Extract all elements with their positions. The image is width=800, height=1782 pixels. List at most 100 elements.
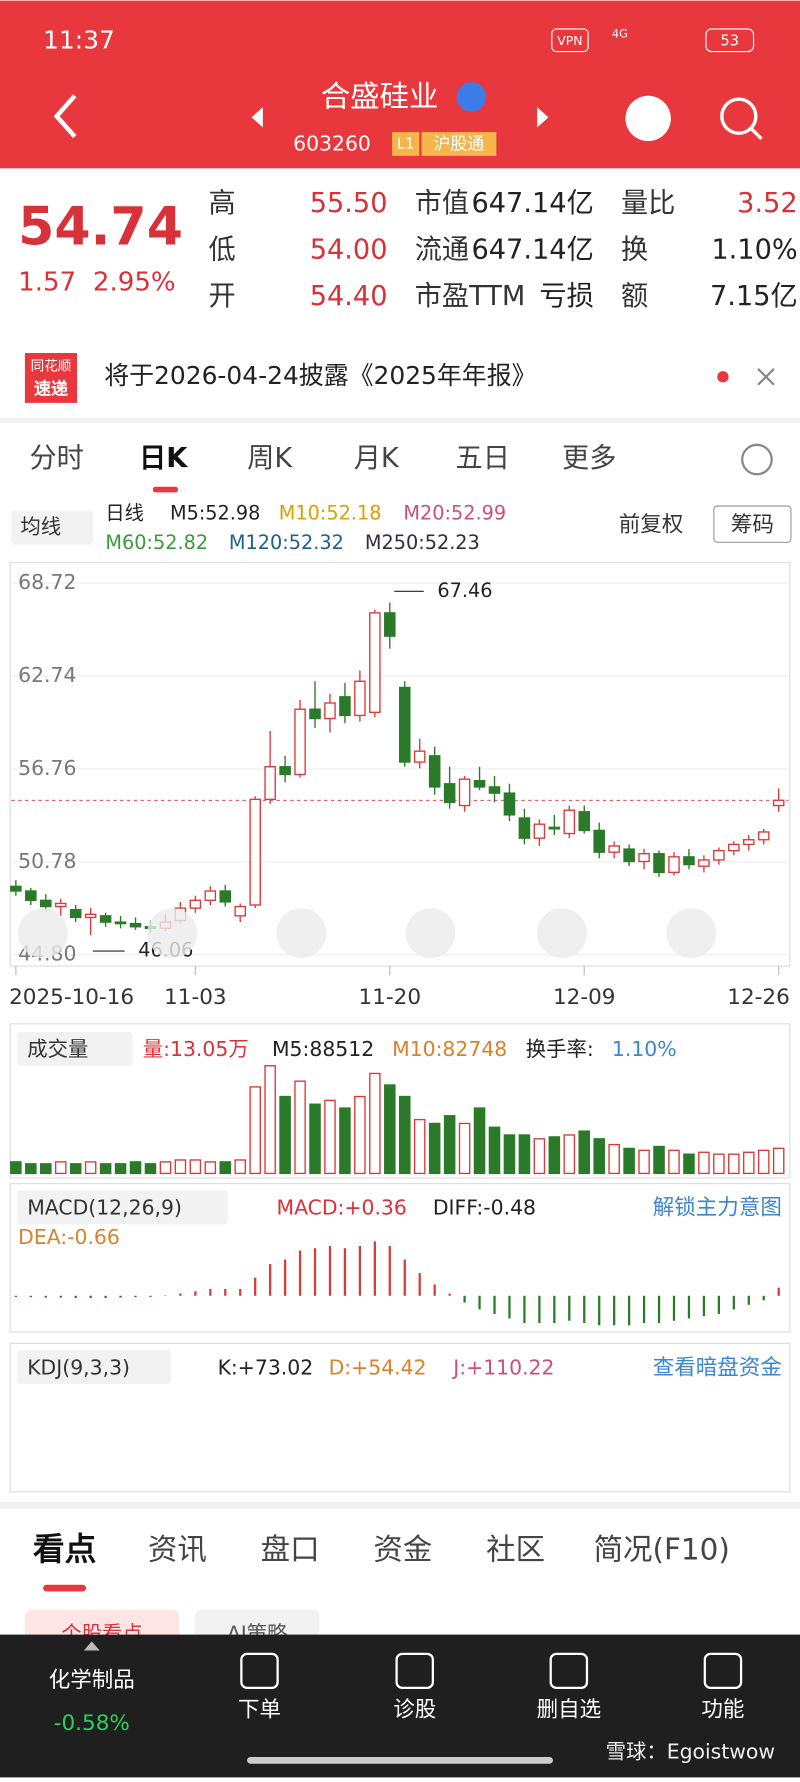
prev[interactable] <box>251 107 263 128</box>
candle-body <box>668 856 680 874</box>
vol-select-bg[interactable] <box>16 1031 133 1066</box>
vol-frame <box>9 1023 791 1179</box>
candle-body <box>443 783 456 804</box>
candle-body <box>339 696 351 717</box>
settings[interactable] <box>741 443 773 476</box>
tab[interactable]: 分时 <box>29 443 83 474</box>
volume-bar <box>563 1134 576 1175</box>
volume-bar <box>69 1163 82 1175</box>
macd-select-bg[interactable] <box>16 1190 228 1225</box>
ma-select-bg[interactable] <box>11 510 93 545</box>
stock-name: 合盛硅业 <box>321 80 439 114</box>
stat-value: 647.14亿 <box>471 235 593 266</box>
y-tick-label: 50.78 <box>18 849 76 873</box>
volume-bar <box>428 1122 441 1175</box>
volume-bar <box>84 1161 97 1175</box>
volume-bar <box>114 1163 127 1175</box>
candle-body <box>578 811 591 832</box>
footer-button[interactable]: 删自选 <box>537 1698 602 1723</box>
zoom-button[interactable] <box>537 908 587 959</box>
max-label: 67.46 <box>437 579 492 602</box>
stock-code: 603260 <box>293 132 371 156</box>
stat-value: 亏损 <box>539 281 593 312</box>
search[interactable] <box>720 97 758 135</box>
candle-body <box>129 922 142 928</box>
footer-icon <box>703 1652 743 1689</box>
bottom-tab[interactable]: 资讯 <box>148 1532 207 1566</box>
vol-current: 量:13.05万 <box>143 1037 249 1061</box>
vpn-box <box>551 28 589 53</box>
tag-bg <box>421 132 497 156</box>
kdj-select[interactable]: KDJ(9,3,3) <box>27 1355 130 1379</box>
zoom-button[interactable] <box>276 908 327 959</box>
kdj-link[interactable]: 查看暗盘资金 <box>653 1355 782 1380</box>
volume-bar <box>99 1163 112 1175</box>
candle-body <box>384 612 396 637</box>
bottom-tab[interactable]: 看点 <box>33 1532 96 1568</box>
candle-body <box>503 792 516 816</box>
x-tick-label: 11-20 <box>359 985 422 1010</box>
close[interactable] <box>757 368 775 386</box>
tab[interactable]: 周K <box>247 443 293 474</box>
bottom-tab[interactable]: 简况(F10) <box>594 1532 730 1566</box>
stat-label: 低 <box>208 235 235 266</box>
volume-bar <box>668 1149 680 1175</box>
next[interactable] <box>537 107 549 128</box>
volume-bar <box>144 1163 157 1175</box>
volume-bar <box>54 1161 67 1175</box>
macd-select[interactable]: MACD(12,26,9) <box>27 1196 182 1220</box>
sector[interactable]: 化学制品 <box>49 1668 135 1693</box>
candle-body <box>54 902 67 908</box>
candle-body <box>40 899 52 908</box>
zoom-button[interactable] <box>18 908 68 959</box>
battery: 53 <box>720 32 739 49</box>
ma-item: M60:52.82 <box>105 531 208 554</box>
y-tick-label: 56.76 <box>18 756 76 780</box>
tab[interactable]: 五日 <box>456 443 510 474</box>
volume-bar <box>189 1159 202 1175</box>
volume-bar <box>698 1151 710 1175</box>
battery-box <box>705 28 755 53</box>
kdj-select-bg[interactable] <box>16 1350 172 1385</box>
bottom-tab[interactable]: 资金 <box>373 1532 432 1566</box>
tab[interactable]: 日K <box>139 443 188 474</box>
caret <box>83 1641 100 1651</box>
zoom-button[interactable] <box>666 908 717 959</box>
vol-select[interactable]: 成交量 <box>27 1037 88 1061</box>
footer-button[interactable]: 诊股 <box>393 1698 436 1723</box>
stat-value: 7.15亿 <box>710 281 798 312</box>
footer-button[interactable]: 功能 <box>701 1698 744 1723</box>
robot[interactable] <box>625 95 671 142</box>
volume-bar <box>623 1147 635 1175</box>
home-bar <box>247 1756 553 1764</box>
candle-body <box>698 859 710 867</box>
x-tick-label: 12-26 <box>727 985 790 1010</box>
stat-value: 1.10% <box>711 235 797 266</box>
candle-body <box>84 913 97 919</box>
tab[interactable]: 月K <box>354 443 400 474</box>
candle-body <box>683 856 695 866</box>
ma-select[interactable]: 均线 <box>20 515 61 539</box>
vpn: VPN <box>557 33 582 48</box>
dea: DEA:-0.66 <box>18 1225 120 1249</box>
stat-label: 流通 <box>415 235 469 266</box>
candle-body <box>204 890 217 902</box>
bottom-tab[interactable]: 社区 <box>486 1532 545 1566</box>
footer-button[interactable]: 下单 <box>238 1698 281 1723</box>
banner-text[interactable]: 将于2026-04-24披露《2025年年报》 <box>104 361 536 390</box>
zoom-button[interactable] <box>147 908 198 959</box>
adjust[interactable]: 前复权 <box>619 512 684 537</box>
volume-bar <box>458 1122 471 1175</box>
tab[interactable]: 更多 <box>562 443 616 474</box>
chips-btn[interactable] <box>713 505 792 543</box>
bottom-tab[interactable]: 盘口 <box>261 1532 320 1566</box>
macd-link[interactable]: 解锁主力意图 <box>653 1196 782 1221</box>
vol-m5: M5:88512 <box>272 1037 374 1061</box>
ma-item: M5:52.98 <box>170 501 260 524</box>
back[interactable] <box>53 94 77 139</box>
candle-body <box>638 853 650 863</box>
kdj-d: D:+54.42 <box>329 1355 427 1379</box>
candle-body <box>99 915 112 923</box>
chips-label[interactable]: 筹码 <box>731 512 774 537</box>
zoom-button[interactable] <box>405 908 456 959</box>
